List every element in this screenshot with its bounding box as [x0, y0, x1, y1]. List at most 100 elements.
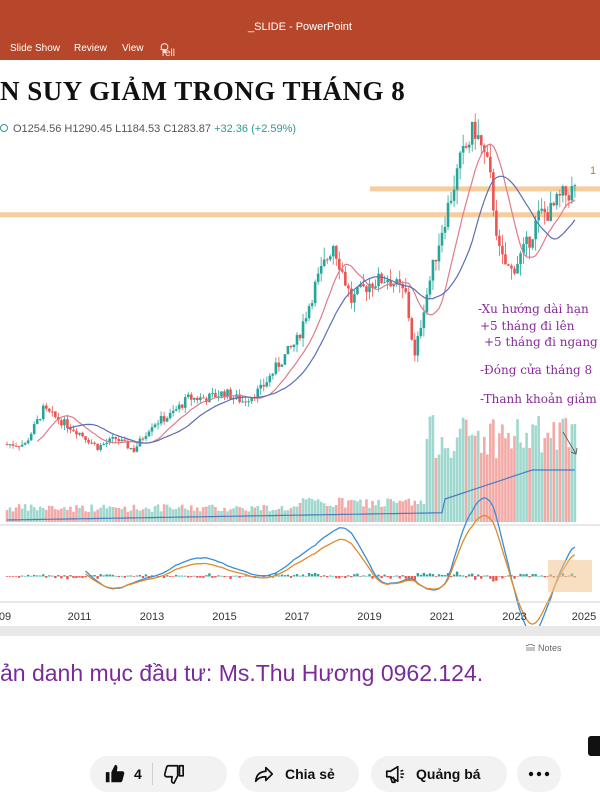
macd-histogram-bar: [111, 574, 114, 577]
volume-bar: [322, 503, 326, 522]
tab-slide-show[interactable]: Slide Show: [10, 43, 61, 54]
window-title: _SLIDE - PowerPoint: [248, 21, 352, 33]
macd-histogram-bar: [187, 576, 190, 578]
volume-bar: [419, 500, 423, 522]
candle-body: [440, 232, 444, 246]
volume-bar: [301, 498, 305, 522]
macd-histogram-bar: [205, 575, 208, 577]
candle-body: [35, 419, 39, 424]
volume-bar: [307, 497, 311, 522]
candle-body: [23, 443, 27, 445]
volume-bar: [117, 507, 121, 522]
macd-histogram-bar: [132, 576, 136, 577]
volume-bar: [214, 506, 217, 522]
macd-histogram-bar: [516, 576, 519, 577]
volume-bar: [413, 500, 417, 522]
candle-body: [422, 312, 426, 328]
x-axis-tick-label: 2015: [212, 611, 236, 623]
volume-bar: [328, 505, 332, 522]
macd-histogram-bar: [474, 576, 477, 580]
candle-body: [434, 259, 438, 262]
candle-body: [310, 303, 314, 307]
macd-histogram-bar: [29, 575, 33, 577]
candle-body: [72, 429, 75, 432]
macd-histogram-bar: [120, 575, 123, 577]
notes-button[interactable]: Notes: [526, 643, 562, 653]
volume-bar: [78, 508, 81, 522]
macd-histogram-bar: [190, 576, 193, 577]
macd-histogram-bar: [286, 574, 290, 577]
candle-body: [241, 401, 244, 403]
notes-icon: [526, 644, 535, 651]
candle-body: [63, 419, 66, 426]
candle-body: [525, 236, 528, 245]
candle-body: [20, 444, 24, 447]
volume-bar: [41, 508, 45, 522]
volume-bar: [510, 448, 513, 522]
macd-histogram-bar: [60, 576, 63, 579]
macd-histogram-bar: [316, 574, 320, 577]
candle-body: [504, 254, 507, 265]
macd-histogram-bar: [404, 576, 407, 579]
tell-me-search[interactable]: Tell me what you want to do...: [160, 43, 181, 125]
candle-body: [102, 444, 105, 446]
candle-body: [501, 245, 504, 255]
more-actions-button[interactable]: [517, 756, 561, 792]
candle-body: [365, 286, 368, 293]
volume-bar: [404, 499, 408, 522]
macd-line: [85, 496, 576, 635]
macd-histogram-bar: [353, 574, 356, 577]
dislike-button[interactable]: [163, 763, 185, 785]
candle-body: [392, 284, 395, 287]
volume-bar: [177, 507, 181, 522]
candle-body: [120, 439, 124, 442]
tab-view[interactable]: View: [122, 43, 144, 54]
volume-bar: [304, 499, 308, 522]
candle-body: [380, 273, 383, 283]
macd-histogram-bar: [326, 576, 329, 578]
video-actions-bar: 4 Chia sẻ Quảng bá: [0, 710, 600, 800]
candle-body: [289, 346, 293, 348]
candle-body: [123, 439, 127, 441]
macd-histogram-bar: [220, 575, 223, 577]
macd-histogram-bar: [422, 572, 426, 577]
macd-histogram-bar: [45, 576, 48, 578]
candle-body: [214, 392, 217, 398]
candle-body: [473, 121, 477, 139]
candle-body: [277, 362, 281, 367]
candle-body: [220, 391, 223, 397]
candle-body: [519, 253, 522, 265]
volume-bar: [114, 507, 118, 522]
tab-review[interactable]: Review: [74, 43, 107, 54]
candle-body: [564, 186, 568, 196]
candle-body: [159, 416, 163, 424]
candle-body: [150, 427, 154, 432]
slide-footer-text: ản danh mục đầu tư: Ms.Thu Hương 0962.12…: [0, 660, 484, 686]
candle-body: [486, 152, 489, 157]
volume-bar: [135, 509, 139, 522]
like-button[interactable]: 4: [104, 763, 142, 785]
share-button[interactable]: Chia sẻ: [239, 756, 359, 792]
down-arrow-icon: [562, 431, 578, 455]
volume-bar: [75, 505, 78, 522]
macd-histogram-bar: [329, 575, 332, 577]
macd-histogram-bar: [407, 576, 410, 580]
volume-bar: [341, 498, 344, 522]
macd-histogram-bar: [401, 575, 404, 577]
macd-histogram-bar: [440, 574, 444, 577]
candle-body: [443, 226, 447, 233]
macd-histogram-bar: [344, 576, 347, 579]
macd-histogram-bar: [78, 576, 81, 578]
candle-body: [14, 445, 18, 447]
candle-body: [458, 152, 462, 169]
promote-button[interactable]: Quảng bá: [371, 756, 507, 792]
volume-bar: [253, 507, 257, 522]
candle-body: [567, 195, 571, 201]
volume-bar: [386, 498, 389, 522]
macd-histogram-bar: [196, 576, 199, 578]
candle-body: [141, 438, 145, 440]
macd-histogram-bar: [383, 574, 386, 577]
macd-histogram-bar: [177, 575, 181, 577]
volume-bar: [111, 506, 115, 522]
volume-bar: [443, 448, 447, 522]
